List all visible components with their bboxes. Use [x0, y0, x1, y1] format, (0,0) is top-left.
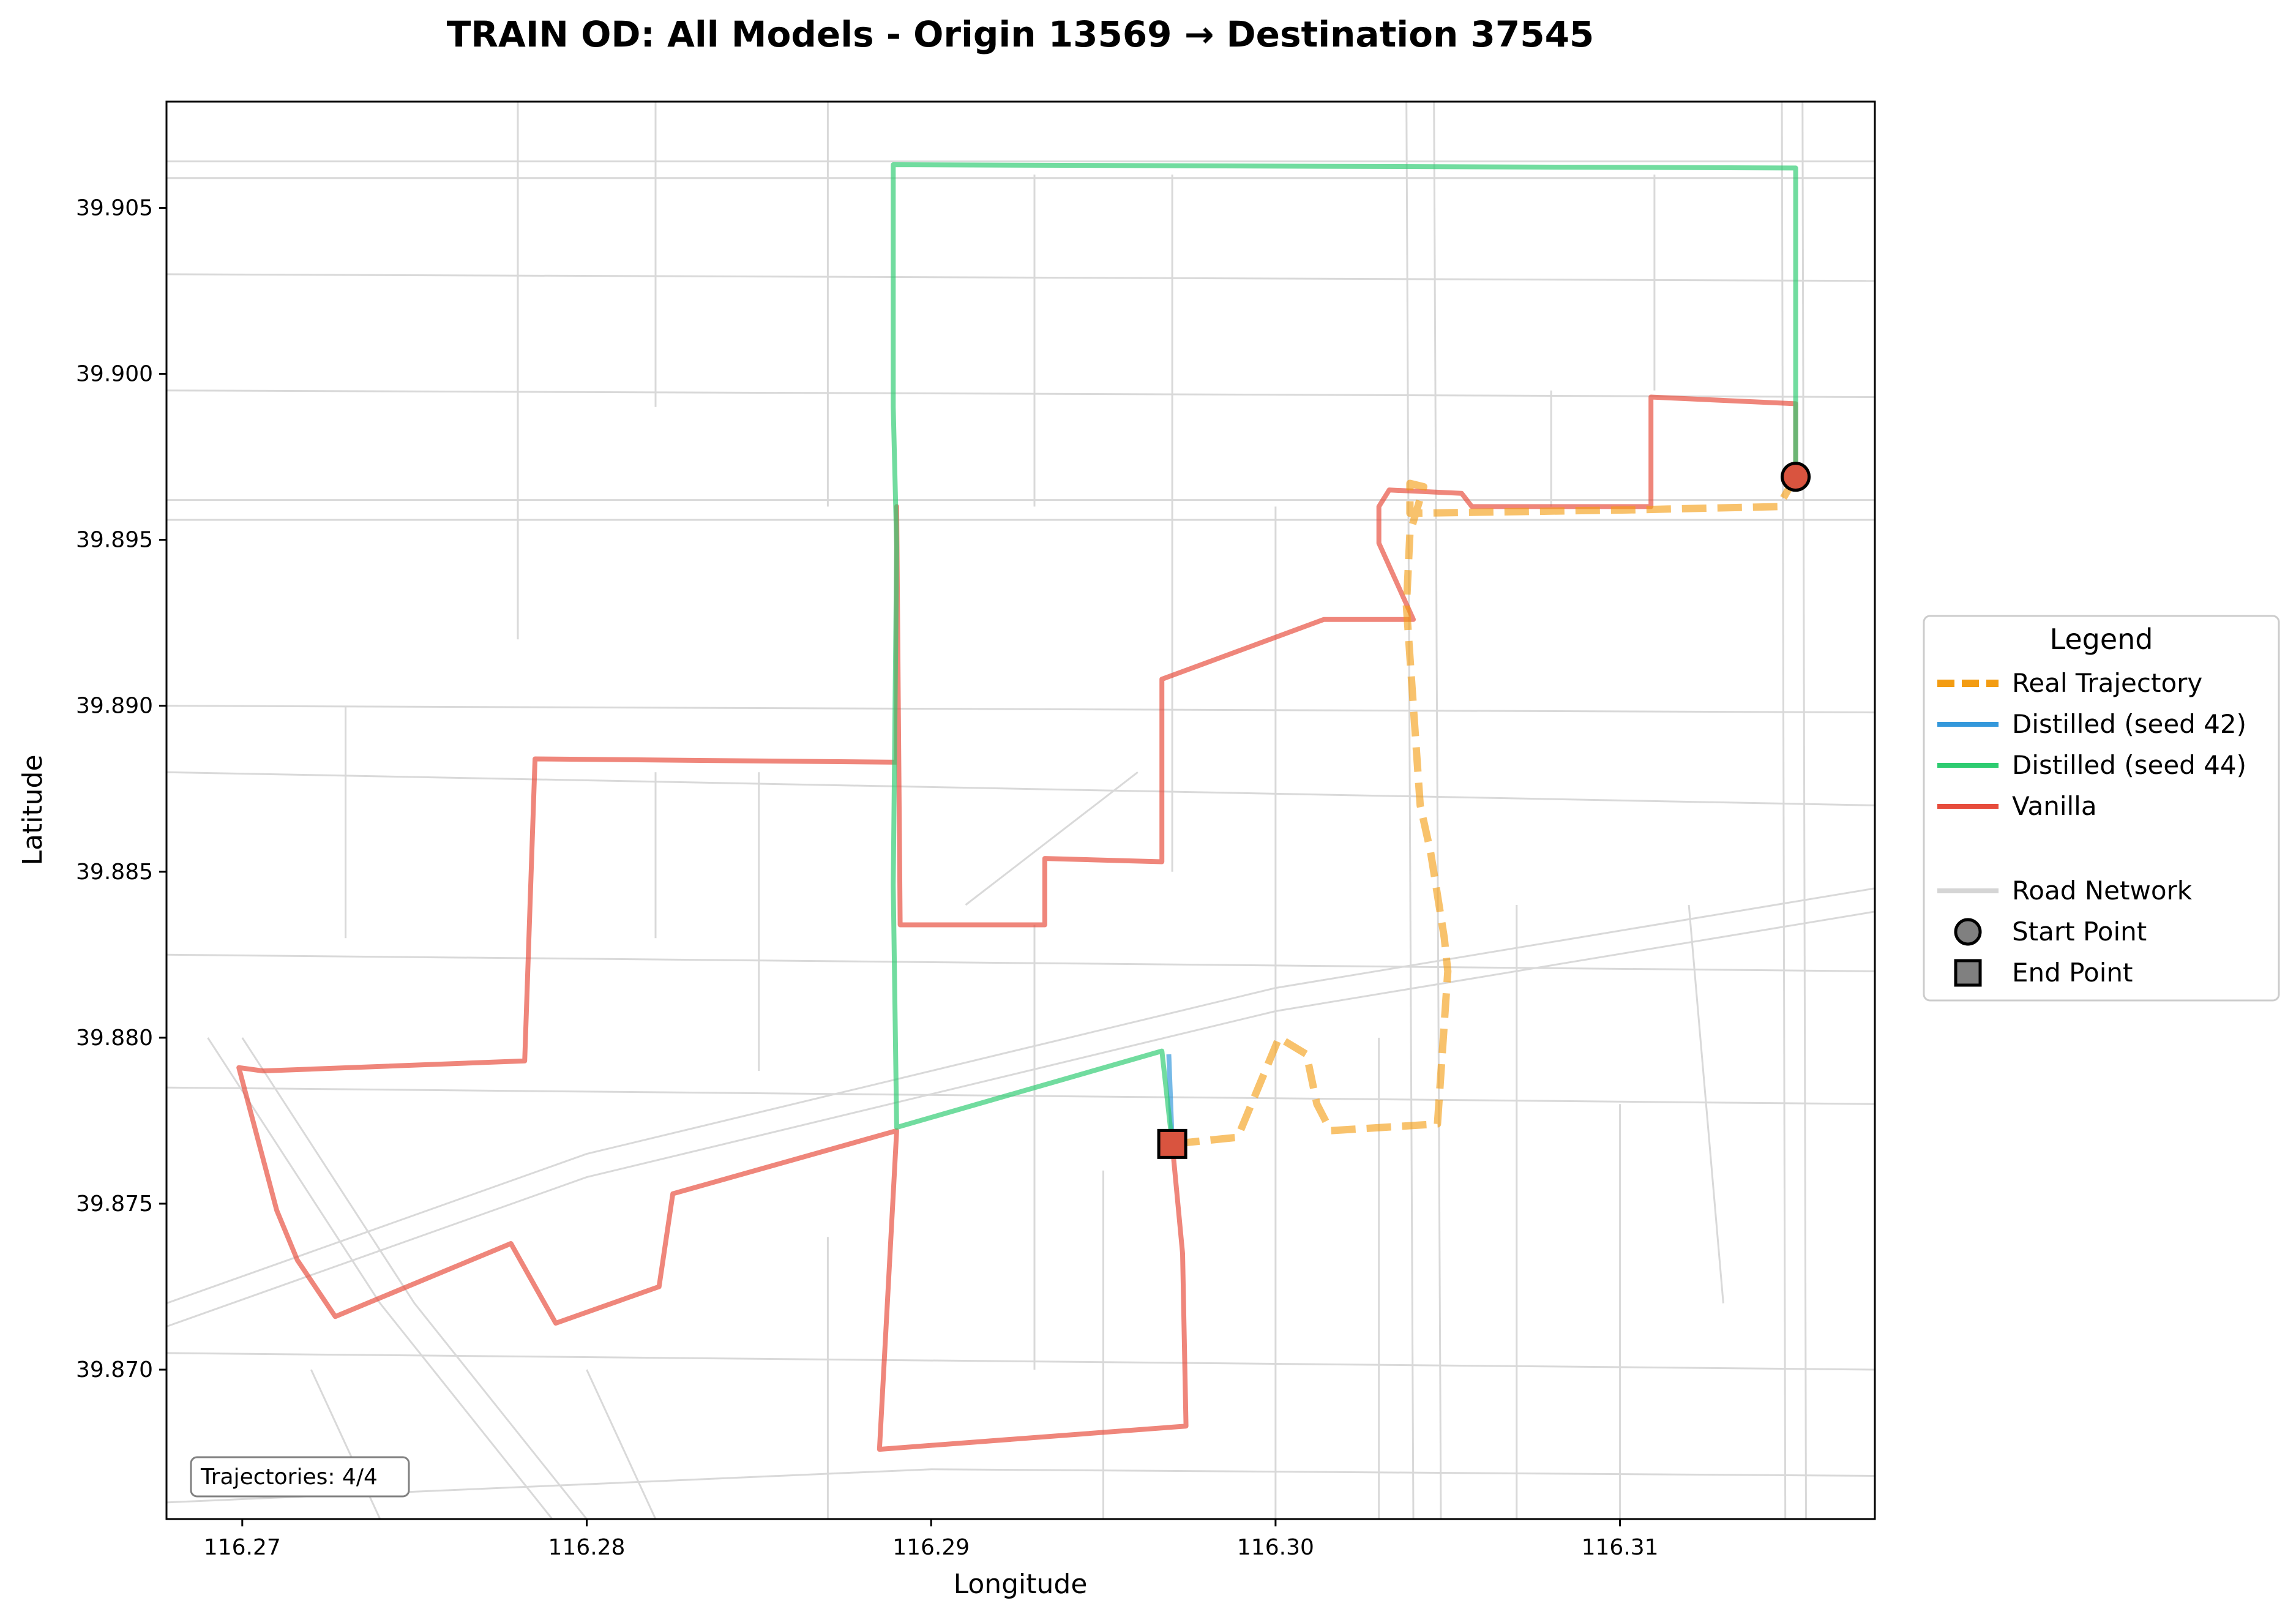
x-tick-label: 116.30	[1237, 1535, 1314, 1560]
road-segment	[166, 953, 1875, 972]
legend-entry: Road Network	[1937, 876, 2193, 906]
legend: Legend Real Trajectory Distilled (seed 42…	[1923, 615, 2280, 1002]
start-point-marker	[1781, 462, 1811, 492]
x-tick-label: 116.29	[892, 1535, 970, 1560]
road-segment	[1781, 102, 1787, 1519]
legend-entry: End Point	[1954, 958, 2133, 988]
road-segment	[1405, 102, 1415, 1519]
y-tick-label: 39.875	[76, 1191, 153, 1217]
legend-title: Legend	[2050, 623, 2153, 656]
legend-box	[1923, 615, 2280, 1002]
y-tick-label: 39.900	[76, 362, 153, 387]
x-axis: 116.27 116.28 116.29 116.30 116.31	[204, 1519, 1659, 1560]
legend-entry: Distilled (seed 44)	[1937, 750, 2246, 780]
road-segment	[166, 771, 1875, 806]
legend-entry: Real Trajectory	[1937, 668, 2202, 698]
legend-label: Distilled (seed 42)	[2012, 709, 2246, 739]
x-tick-label: 116.31	[1582, 1535, 1659, 1560]
road-segment	[1433, 102, 1442, 1519]
y-tick-label: 39.890	[76, 694, 153, 719]
marker-layer	[1157, 462, 1811, 1159]
legend-entry: Vanilla	[1937, 791, 2097, 821]
chart-title: TRAIN OD: All Models - Origin 13569 → De…	[447, 13, 1595, 55]
legend-label: Start Point	[2012, 917, 2147, 947]
y-axis: 39.870 39.875 39.880 39.885 39.890 39.895 39.9…	[76, 195, 166, 1383]
x-axis-label: Longitude	[954, 1569, 1088, 1600]
road-segment	[166, 1352, 1875, 1371]
y-tick-label: 39.880	[76, 1026, 153, 1051]
legend-entry: Distilled (seed 42)	[1937, 709, 2246, 739]
road-segment	[586, 1369, 657, 1519]
road-segment	[166, 1086, 1875, 1105]
trajectory-counter-text: Trajectories: 4/4	[200, 1465, 378, 1490]
series-line-distilled-seed-44	[891, 162, 1798, 1144]
road-segment	[241, 1037, 588, 1519]
road-segment	[166, 1468, 1875, 1504]
road-network-layer	[166, 102, 1875, 1519]
legend-label: Road Network	[2012, 876, 2193, 906]
plot-area	[166, 102, 1875, 1519]
road-segment	[207, 1037, 553, 1519]
legend-label: Vanilla	[2012, 791, 2097, 821]
road-segment	[965, 771, 1139, 906]
legend-swatch	[1954, 959, 1982, 987]
end-point-marker	[1157, 1128, 1187, 1159]
legend-label: End Point	[2012, 958, 2133, 988]
road-segment	[1801, 102, 1807, 1519]
y-tick-label: 39.895	[76, 528, 153, 553]
y-tick-label: 39.870	[76, 1357, 153, 1383]
series-line-real-trajectory	[1172, 475, 1799, 1148]
legend-entry: Start Point	[1954, 917, 2147, 947]
legend-entries: Real Trajectory Distilled (seed 42) Distil…	[1937, 668, 2246, 988]
road-segment	[166, 389, 1875, 398]
legend-label: Real Trajectory	[2012, 668, 2202, 698]
road-segment	[166, 705, 1875, 714]
x-tick-label: 116.28	[548, 1535, 626, 1560]
road-segment	[166, 887, 1875, 1305]
legend-swatch	[1954, 918, 1982, 946]
plot-frame	[165, 100, 1876, 1520]
road-segment	[166, 273, 1875, 282]
y-axis-label: Latitude	[17, 754, 48, 865]
y-tick-label: 39.905	[76, 195, 153, 220]
y-tick-label: 39.885	[76, 860, 153, 885]
x-tick-label: 116.27	[204, 1535, 281, 1560]
legend-label: Distilled (seed 44)	[2012, 750, 2246, 780]
road-segment	[1688, 904, 1724, 1304]
trajectory-counter: Trajectories: 4/4	[190, 1456, 410, 1498]
